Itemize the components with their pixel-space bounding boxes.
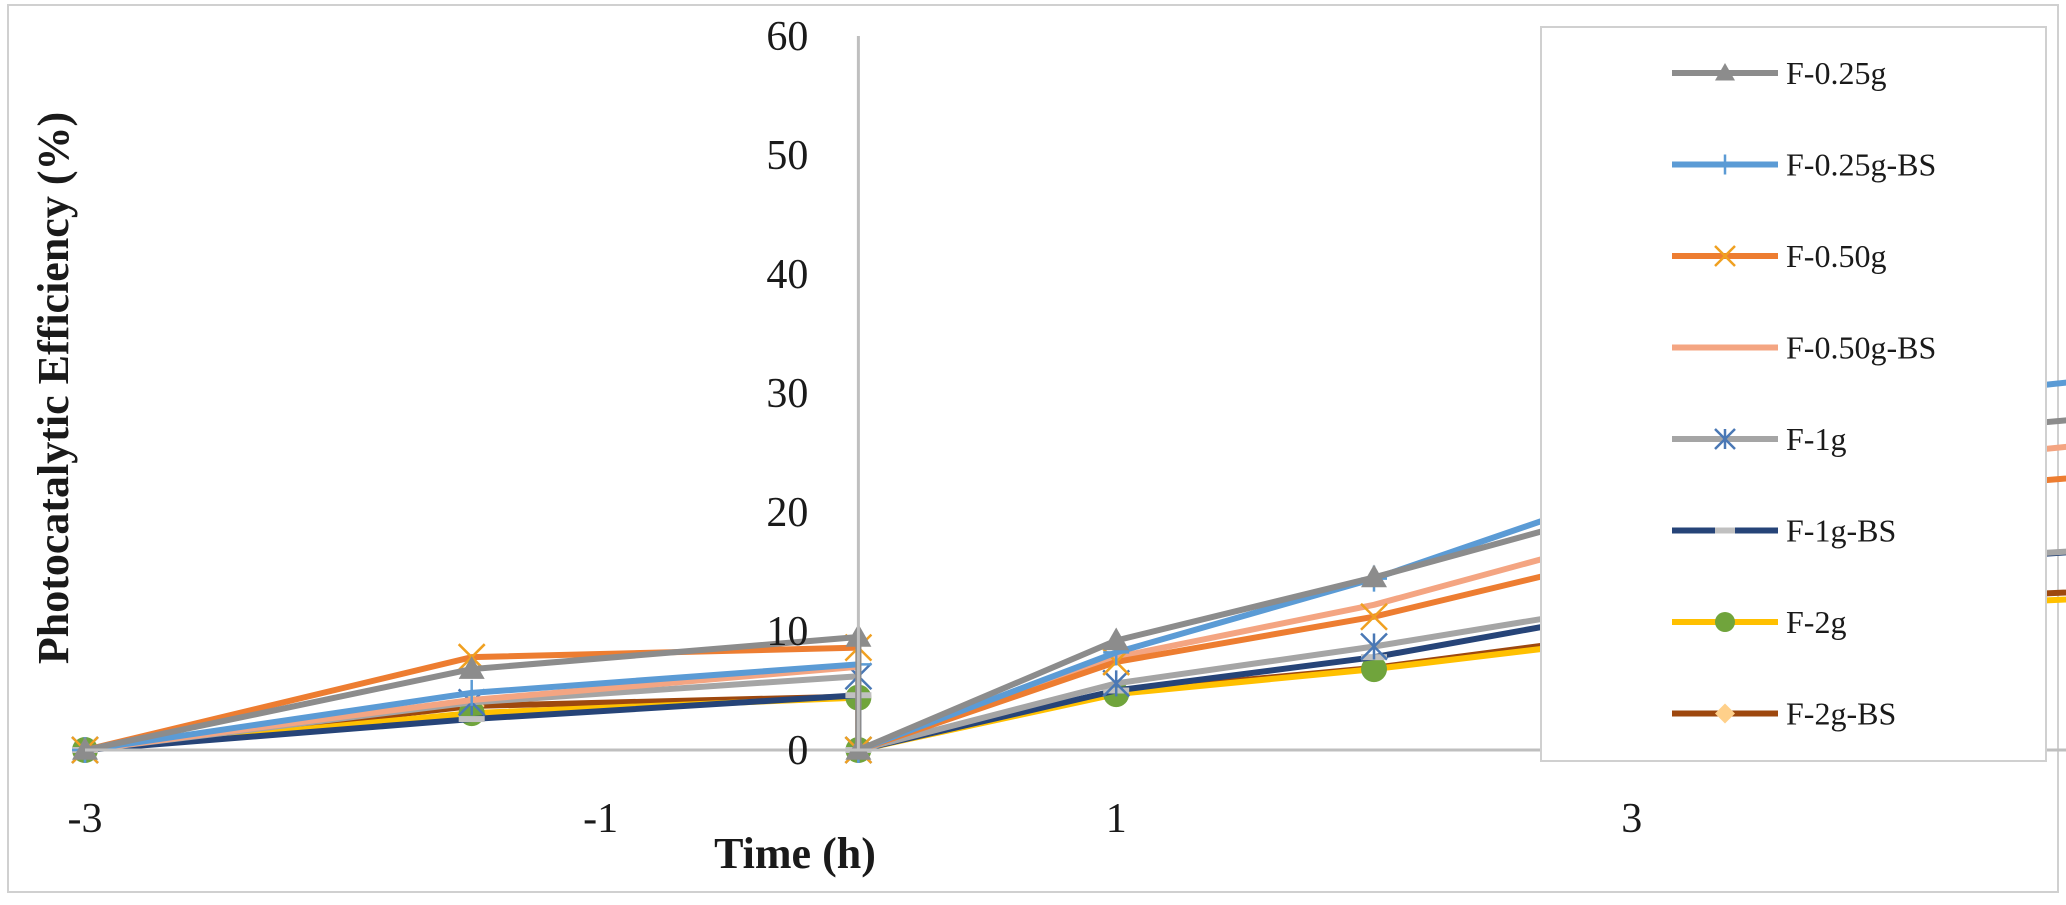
- x-tick-label: -3: [68, 796, 103, 842]
- legend-label: F-1g: [1786, 421, 1846, 457]
- y-axis-title: Photocatalytic Efficiency (%): [29, 112, 78, 664]
- data-point: [1102, 669, 1131, 698]
- data-point: [1103, 627, 1130, 651]
- legend-label: F-2g: [1786, 604, 1846, 640]
- data-point: [1715, 612, 1735, 632]
- x-tick-label: 3: [1621, 796, 1642, 842]
- data-point: [1715, 703, 1735, 724]
- y-tick-label: 40: [766, 252, 808, 298]
- legend-label: F-0.50g-BS: [1786, 330, 1936, 366]
- x-axis-title: Time (h): [714, 829, 876, 878]
- legend-item: F-1g-BS: [1672, 513, 1896, 549]
- y-tick-label: 50: [766, 133, 808, 179]
- y-tick-label: 60: [766, 14, 808, 60]
- data-point: [458, 716, 485, 723]
- legend-item: F-2g: [1672, 604, 1846, 640]
- legend-label: F-1g-BS: [1786, 513, 1896, 549]
- x-tick-label: -1: [583, 796, 618, 842]
- legend-item: F-0.50g: [1672, 238, 1886, 274]
- data-point: [1361, 564, 1387, 588]
- legend-item: F-0.25g: [1672, 55, 1886, 91]
- y-tick-label: 20: [766, 490, 808, 536]
- x-tick-label: 1: [1106, 796, 1127, 842]
- data-point: [1361, 656, 1387, 683]
- legend: F-0.25g F-0.25g-BS F-0.50g F-0.50g-BS F-1g F-…: [1672, 55, 1936, 732]
- legend-item: F-1g: [1672, 421, 1846, 457]
- data-point: [1360, 602, 1388, 631]
- data-point: [458, 656, 485, 679]
- data-point: [458, 679, 485, 706]
- legend-label: F-0.25g: [1786, 55, 1886, 91]
- legend-label: F-0.25g-BS: [1786, 147, 1936, 183]
- data-point: [1715, 154, 1735, 175]
- legend-label: F-0.50g: [1786, 238, 1886, 274]
- y-tick-label: 10: [766, 609, 808, 655]
- data-point: [1360, 632, 1388, 661]
- data-point: [72, 737, 98, 760]
- data-point: [1714, 245, 1736, 267]
- data-point: [1715, 63, 1735, 81]
- legend-item: F-0.50g-BS: [1672, 330, 1936, 366]
- legend-item: F-0.25g-BS: [1672, 147, 1936, 183]
- y-tick-label: 0: [787, 728, 808, 774]
- legend-item: F-2g-BS: [1672, 696, 1896, 732]
- legend-label: F-2g-BS: [1786, 696, 1896, 732]
- data-point: [1715, 527, 1735, 534]
- legend-box: [1540, 26, 2047, 762]
- data-point: [1714, 428, 1736, 450]
- y-tick-label: 30: [766, 371, 808, 417]
